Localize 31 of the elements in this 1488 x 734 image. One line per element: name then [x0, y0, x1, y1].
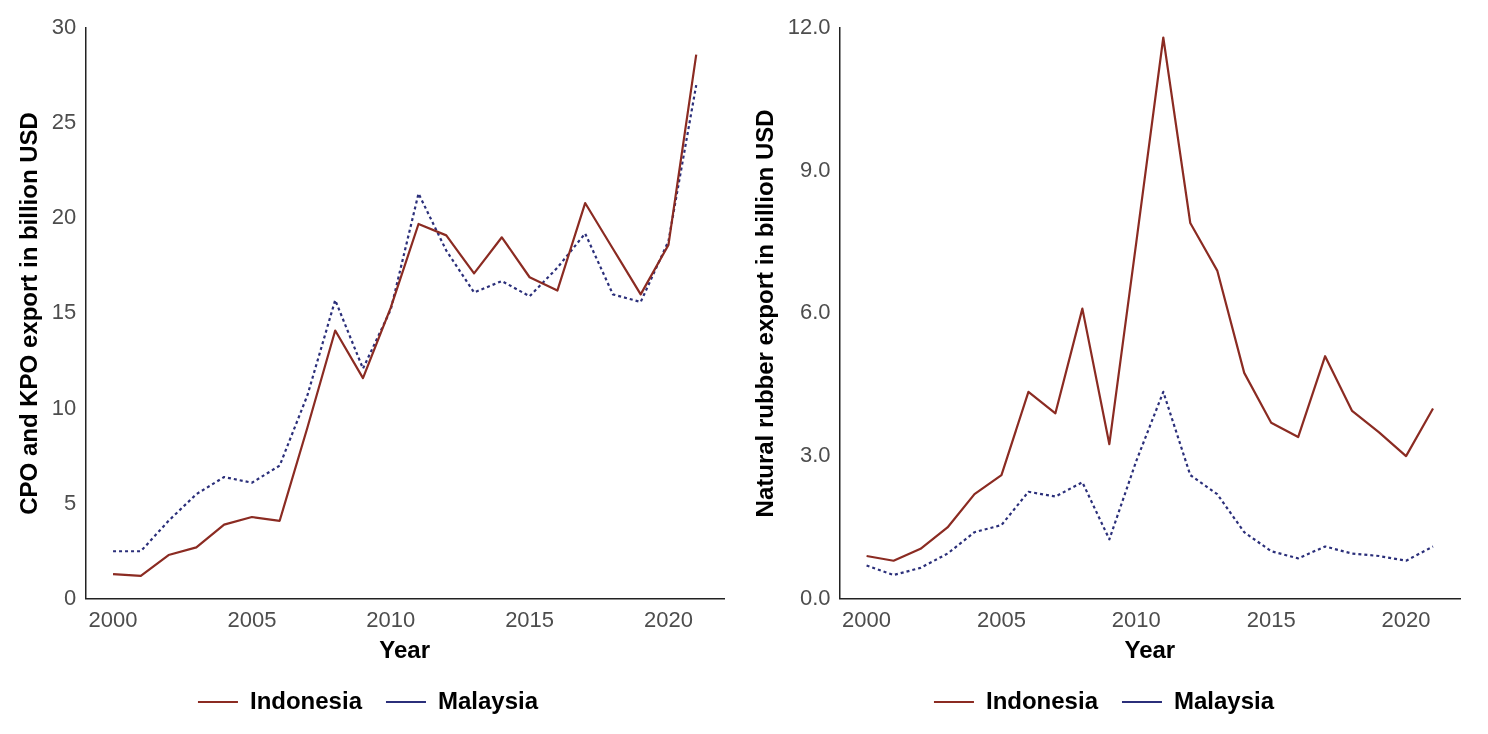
y-tick-label: 12.0: [787, 14, 831, 40]
y-tick-label: 9.0: [800, 156, 831, 182]
y-tick-label: 3.0: [800, 442, 831, 468]
x-tick-label: 2005: [976, 607, 1026, 633]
y-tick-label: 30: [51, 14, 77, 40]
x-tick-label: 2010: [366, 607, 416, 633]
legend-label: Indonesia: [985, 686, 1099, 714]
y-tick-label: 6.0: [800, 299, 831, 325]
x-tick-label: 2020: [643, 607, 693, 633]
y-axis-title: Natural rubber export in billion USD: [751, 109, 779, 518]
x-axis-title: Year: [379, 636, 430, 664]
y-tick-label: 10: [51, 394, 77, 420]
x-tick-label: 2000: [88, 607, 138, 633]
y-tick-label: 0.0: [800, 584, 831, 610]
x-axis-title: Year: [1124, 636, 1176, 664]
x-tick-label: 2015: [1246, 607, 1296, 633]
legend-label: Malaysia: [1173, 686, 1275, 714]
line-series: [865, 390, 1435, 577]
x-tick-label: 2000: [842, 607, 892, 633]
y-tick-label: 0: [64, 584, 77, 610]
y-axis-title: CPO and KPO export in billion USD: [15, 112, 43, 515]
x-tick-label: 2010: [1111, 607, 1161, 633]
legend-label: Malaysia: [437, 686, 539, 714]
y-tick-label: 25: [51, 109, 77, 135]
x-tick-label: 2015: [505, 607, 555, 633]
y-tick-label: 5: [64, 489, 77, 515]
x-tick-label: 2005: [227, 607, 277, 633]
y-tick-label: 20: [51, 204, 77, 230]
x-tick-label: 2020: [1381, 607, 1431, 633]
y-tick-label: 15: [51, 299, 77, 325]
legend-label: Indonesia: [249, 686, 363, 714]
